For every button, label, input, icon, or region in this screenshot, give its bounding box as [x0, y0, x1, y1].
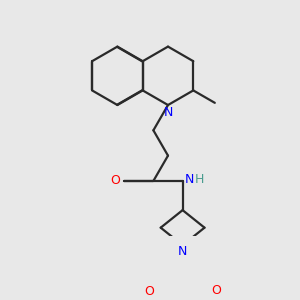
- Text: N: N: [163, 106, 173, 119]
- Text: O: O: [211, 284, 221, 297]
- Text: N: N: [178, 245, 187, 258]
- Text: N: N: [185, 173, 195, 186]
- Text: O: O: [144, 285, 154, 298]
- Text: O: O: [110, 174, 120, 188]
- Text: H: H: [195, 173, 204, 186]
